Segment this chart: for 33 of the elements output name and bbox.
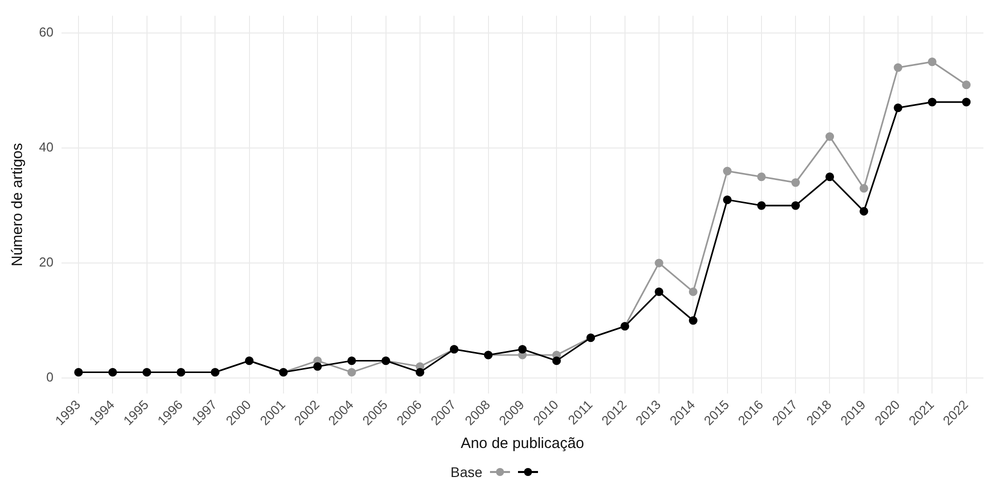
point [518, 344, 527, 354]
y-tick-label: 0 [46, 370, 54, 385]
point [723, 166, 732, 176]
point [313, 362, 322, 371]
point [928, 98, 936, 106]
y-axis-title: Número de artigos [9, 142, 26, 266]
point [347, 356, 356, 366]
point [654, 287, 664, 296]
y-tick-label: 60 [38, 24, 54, 40]
point [962, 98, 971, 106]
y-tick-label: 40 [38, 140, 54, 155]
legend-title: Base [450, 464, 482, 480]
point [688, 316, 698, 325]
point [791, 178, 800, 187]
point [654, 258, 664, 268]
point [894, 63, 902, 72]
point [928, 57, 936, 66]
point [825, 132, 834, 141]
point [416, 368, 424, 377]
point [791, 201, 800, 210]
point [723, 195, 732, 204]
y-tick-label: 20 [38, 254, 54, 270]
point [757, 172, 766, 182]
point [894, 103, 902, 112]
point [757, 201, 766, 210]
point [347, 368, 356, 377]
point [962, 80, 971, 90]
x-axis-title: Ano de publicação [460, 435, 584, 452]
point [688, 287, 698, 296]
point [860, 184, 868, 193]
point [552, 356, 561, 366]
point [825, 172, 834, 182]
point [860, 206, 868, 216]
